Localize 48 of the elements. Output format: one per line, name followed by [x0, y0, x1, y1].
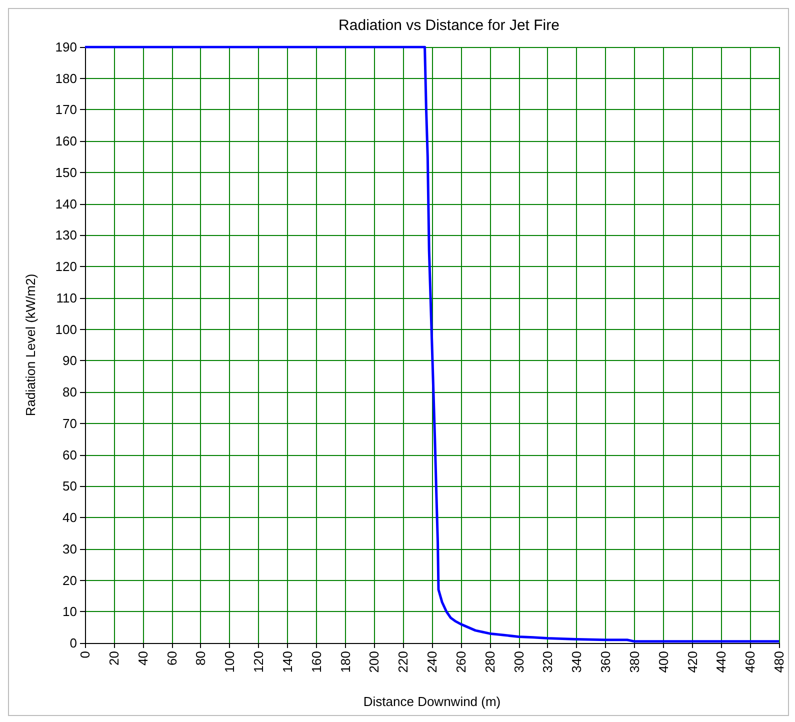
- x-tick-label: 40: [135, 651, 150, 666]
- x-tick-label: 440: [714, 651, 729, 673]
- y-tick-label: 40: [62, 510, 77, 526]
- x-tick-label: 0: [78, 651, 92, 658]
- x-tick-label: 280: [482, 651, 498, 673]
- y-tick-label: 50: [62, 478, 77, 494]
- chart-title: Radiation vs Distance for Jet Fire: [338, 17, 560, 34]
- y-tick-label: 110: [56, 290, 77, 306]
- x-tick-label: 400: [656, 651, 671, 673]
- x-tick-label: 140: [280, 651, 295, 673]
- y-tick-label: 70: [62, 416, 77, 431]
- x-tick-label: 200: [366, 651, 382, 673]
- y-tick-label: 180: [55, 70, 77, 86]
- y-tick-label: 0: [70, 636, 77, 650]
- y-tick-label: 100: [55, 322, 77, 337]
- y-tick-label: 10: [62, 604, 77, 620]
- x-tick-label: 220: [396, 651, 411, 673]
- x-tick-label: 480: [772, 651, 786, 673]
- x-axis-title: Distance Downwind (m): [363, 694, 501, 709]
- y-tick-label: 170: [55, 102, 77, 118]
- x-tick-label: 60: [164, 651, 180, 666]
- x-tick-label: 80: [193, 651, 208, 666]
- x-tick-label: 300: [511, 651, 526, 673]
- y-tick-label: 160: [55, 134, 77, 149]
- x-tick-label: 100: [222, 651, 238, 673]
- x-tick-label: 420: [684, 651, 700, 673]
- x-tick-label: 20: [106, 651, 122, 666]
- y-tick-label: 120: [55, 259, 77, 274]
- x-tick-label: 460: [742, 651, 758, 673]
- y-tick-label: 80: [62, 384, 77, 400]
- y-tick-label: 190: [55, 40, 77, 54]
- y-tick-label: 30: [62, 541, 77, 556]
- y-tick-label: 150: [55, 164, 77, 180]
- x-tick-label: 340: [569, 651, 584, 673]
- y-tick-label: 90: [62, 353, 77, 368]
- x-tick-label: 240: [424, 651, 440, 673]
- y-tick-label: 20: [62, 572, 77, 588]
- y-tick-label: 60: [62, 447, 77, 462]
- x-tick-label: 160: [308, 651, 324, 673]
- x-tick-label: 120: [251, 651, 266, 673]
- x-tick-label: 320: [540, 651, 556, 673]
- x-tick-label: 180: [338, 651, 353, 673]
- x-tick-label: 360: [598, 651, 613, 673]
- x-tick-label: 380: [626, 651, 642, 673]
- y-axis-title: Radiation Level (kW/m2): [23, 274, 38, 416]
- y-tick-label: 140: [55, 196, 77, 212]
- y-tick-label: 130: [55, 228, 77, 243]
- x-tick-label: 260: [453, 651, 468, 673]
